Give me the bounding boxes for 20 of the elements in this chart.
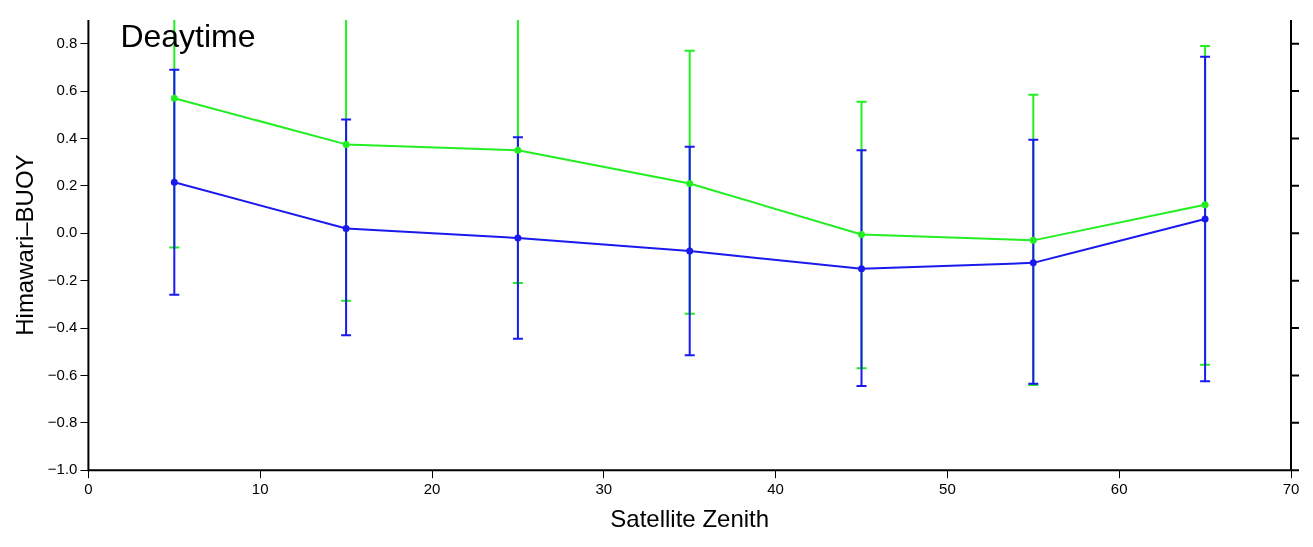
y-axis-title: Himawari–BUOY: [11, 154, 39, 336]
x-tick-label: 20: [423, 480, 441, 498]
y-tick-label: 0.8: [56, 33, 78, 51]
y-tick-label: −1.0: [47, 460, 78, 478]
y-tick-label: 0.4: [56, 128, 78, 146]
x-tick-label: 40: [767, 480, 784, 498]
y-tick-label: 0.2: [56, 176, 78, 193]
x-tick-label: 10: [251, 480, 269, 498]
y-tick-label: 0.0: [56, 223, 78, 241]
x-tick-label: 30: [595, 480, 613, 498]
y-tick-label: −0.2: [47, 270, 78, 288]
y-tick-label: 0.6: [56, 81, 78, 99]
x-tick-label: 70: [1282, 480, 1300, 498]
x-axis-title: Satellite Zenith: [610, 505, 770, 533]
x-tick-label: 0: [84, 480, 93, 498]
y-tick-label: −0.8: [47, 412, 78, 430]
x-tick-label: 60: [1110, 480, 1128, 498]
x-tick-label: 50: [939, 480, 956, 498]
y-tick-label: −0.6: [47, 365, 78, 383]
y-tick-label: −0.4: [47, 318, 78, 336]
